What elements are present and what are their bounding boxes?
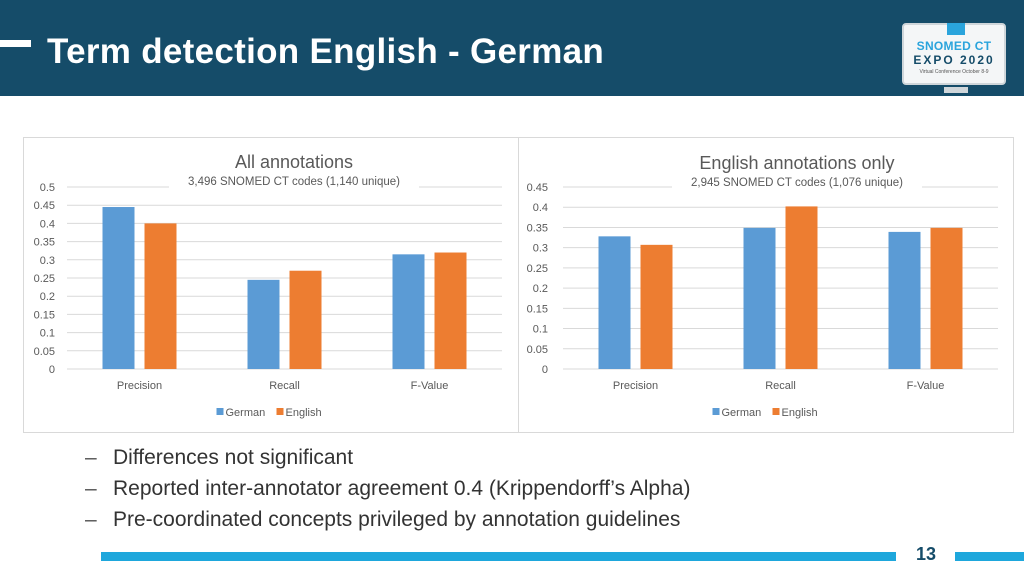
- logo-line1: SNOMED CT: [916, 39, 992, 53]
- legend-label: English: [782, 407, 818, 419]
- bar-german-f-value: [392, 254, 425, 369]
- y-tick-label: 0.45: [527, 182, 548, 194]
- logo-line2: EXPO 2020: [913, 53, 995, 67]
- y-tick-label: 0: [49, 364, 55, 376]
- x-tick-label: Recall: [765, 380, 796, 392]
- y-tick-label: 0.3: [40, 255, 55, 267]
- x-tick-label: F-Value: [411, 380, 449, 392]
- y-tick-label: 0.2: [533, 283, 548, 295]
- legend-label: German: [226, 407, 266, 419]
- footer-bar: [101, 552, 896, 561]
- chart-title: English annotations only: [699, 153, 894, 173]
- bullet-item: – Differences not significant: [85, 446, 690, 477]
- bar-german-recall: [743, 227, 776, 369]
- footer-bar-right: [955, 552, 1024, 561]
- bar-german-f-value: [888, 231, 921, 369]
- y-tick-label: 0.15: [527, 303, 548, 315]
- x-tick-label: F-Value: [907, 380, 945, 392]
- chart-subtitle: 2,945 SNOMED CT codes (1,076 unique): [691, 177, 903, 189]
- dash-icon: –: [85, 446, 97, 469]
- y-tick-label: 0.25: [34, 273, 55, 285]
- y-tick-label: 0.1: [40, 328, 55, 340]
- y-tick-label: 0.4: [533, 202, 548, 214]
- dash-icon: –: [85, 508, 97, 531]
- bullet-item: – Pre-coordinated concepts privileged by …: [85, 508, 690, 539]
- page-number: 13: [916, 544, 937, 564]
- bar-english-precision: [144, 223, 177, 369]
- bar-english-recall: [785, 206, 818, 369]
- bar-english-f-value: [434, 252, 467, 369]
- y-tick-label: 0.05: [527, 344, 548, 356]
- legend-label: German: [722, 407, 762, 419]
- logo-line3: Virtual Conference October 8-9: [919, 69, 989, 75]
- bar-english-recall: [289, 270, 322, 369]
- y-tick-label: 0.25: [527, 263, 548, 275]
- bullet-text: Differences not significant: [113, 446, 354, 469]
- bar-english-precision: [640, 244, 673, 369]
- logo-monitor-stand: [944, 87, 968, 93]
- legend-label: English: [286, 407, 322, 419]
- slide-header: Term detection English - German SNOMED C…: [0, 0, 1024, 96]
- y-tick-label: 0.3: [533, 243, 548, 255]
- legend-swatch-german: [712, 408, 720, 415]
- chart-title: All annotations: [235, 152, 353, 172]
- bar-german-recall: [247, 279, 280, 369]
- bullet-text: Pre-coordinated concepts privileged by a…: [113, 508, 681, 531]
- logo-badge: [947, 23, 965, 35]
- y-tick-label: 0.05: [34, 346, 55, 358]
- y-tick-label: 0.15: [34, 309, 55, 321]
- y-tick-label: 0.1: [533, 324, 548, 336]
- y-tick-label: 0.5: [40, 182, 55, 194]
- y-tick-label: 0.2: [40, 291, 55, 303]
- legend-swatch-english: [772, 408, 780, 415]
- slide-title: Term detection English - German: [47, 32, 605, 71]
- x-tick-label: Precision: [117, 380, 162, 392]
- y-tick-label: 0.35: [34, 237, 55, 249]
- subtitle-mask: [672, 177, 922, 193]
- y-tick-label: 0: [542, 364, 548, 376]
- chart-subtitle: 3,496 SNOMED CT codes (1,140 unique): [188, 176, 400, 188]
- y-tick-label: 0.45: [34, 200, 55, 212]
- bar-german-precision: [598, 236, 631, 369]
- legend-swatch-english: [276, 408, 284, 415]
- dash-icon: –: [85, 477, 97, 500]
- subtitle-mask: [169, 177, 419, 193]
- header-accent-dash: [0, 40, 31, 47]
- x-tick-label: Recall: [269, 380, 300, 392]
- y-tick-label: 0.4: [40, 218, 55, 230]
- legend-swatch-german: [216, 408, 224, 415]
- bullet-text: Reported inter-annotator agreement 0.4 (…: [113, 477, 691, 500]
- bullet-list: – Differences not significant – Reported i…: [85, 446, 690, 539]
- snomed-expo-logo: SNOMED CT EXPO 2020 Virtual Conference O…: [902, 23, 1006, 93]
- bar-german-precision: [102, 207, 135, 369]
- x-tick-label: Precision: [613, 380, 658, 392]
- y-tick-label: 0.35: [527, 222, 548, 234]
- bullet-item: – Reported inter-annotator agreement 0.4 …: [85, 477, 690, 508]
- bar-english-f-value: [930, 227, 963, 369]
